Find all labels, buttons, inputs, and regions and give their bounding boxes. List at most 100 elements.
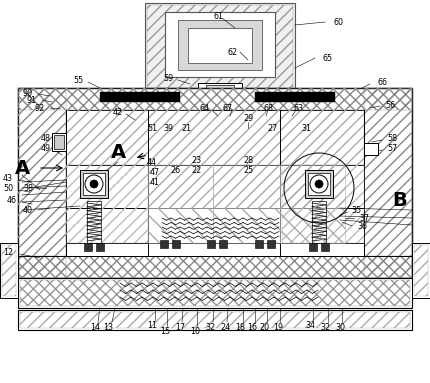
Bar xyxy=(188,28,252,63)
Bar xyxy=(83,173,105,195)
Text: 56: 56 xyxy=(385,100,395,110)
Text: 48: 48 xyxy=(41,134,51,142)
Text: 35: 35 xyxy=(351,206,361,214)
Bar xyxy=(255,240,263,248)
Bar xyxy=(282,165,364,243)
Bar xyxy=(414,245,428,296)
Text: 55: 55 xyxy=(73,75,83,85)
Bar xyxy=(18,88,412,110)
Bar xyxy=(80,170,108,198)
Text: 51: 51 xyxy=(147,123,157,133)
Text: 19: 19 xyxy=(273,324,283,332)
Text: 67: 67 xyxy=(223,103,233,113)
Bar xyxy=(364,143,378,155)
Text: 16: 16 xyxy=(247,324,257,332)
Bar xyxy=(52,133,66,151)
Bar xyxy=(280,208,345,243)
Text: 90: 90 xyxy=(23,88,33,98)
Text: 62: 62 xyxy=(228,47,238,57)
Text: 44: 44 xyxy=(147,157,157,167)
Text: 31: 31 xyxy=(301,123,311,133)
Text: 61: 61 xyxy=(213,11,223,21)
Text: 34: 34 xyxy=(305,321,315,331)
Bar xyxy=(18,88,412,278)
Text: 29: 29 xyxy=(243,113,253,123)
Bar xyxy=(255,92,335,102)
Text: 66: 66 xyxy=(377,77,387,87)
Bar xyxy=(66,165,148,243)
Text: 60: 60 xyxy=(333,18,343,26)
Bar xyxy=(412,243,430,298)
Text: 14: 14 xyxy=(90,324,100,332)
Bar xyxy=(18,256,412,278)
Circle shape xyxy=(310,175,328,193)
Text: 12: 12 xyxy=(3,247,13,257)
Bar xyxy=(145,3,295,90)
Text: 46: 46 xyxy=(7,195,17,205)
Bar xyxy=(267,240,275,248)
Circle shape xyxy=(85,175,103,193)
Text: 32: 32 xyxy=(320,324,330,332)
Text: 64: 64 xyxy=(199,103,209,113)
Bar xyxy=(87,201,101,243)
Bar xyxy=(172,240,180,248)
Bar xyxy=(96,243,104,251)
Text: 36: 36 xyxy=(357,221,367,231)
Text: 41: 41 xyxy=(150,177,160,187)
Text: A: A xyxy=(111,142,126,162)
Text: 47: 47 xyxy=(150,167,160,177)
Text: 22: 22 xyxy=(191,165,201,175)
Circle shape xyxy=(315,180,323,188)
Bar xyxy=(219,240,227,248)
Bar xyxy=(66,110,364,165)
Bar xyxy=(18,88,66,278)
Text: B: B xyxy=(393,190,407,210)
Bar xyxy=(0,243,18,298)
Text: 59: 59 xyxy=(163,74,173,82)
Text: 17: 17 xyxy=(175,324,185,332)
Bar xyxy=(309,243,317,251)
Bar xyxy=(54,135,64,149)
Bar xyxy=(20,312,410,328)
Bar xyxy=(20,280,410,306)
Bar xyxy=(165,12,275,77)
Text: 25: 25 xyxy=(243,165,253,175)
Text: 49: 49 xyxy=(41,144,51,152)
Bar xyxy=(198,83,242,98)
Bar xyxy=(18,278,412,308)
Text: 23: 23 xyxy=(191,155,201,165)
Text: A: A xyxy=(15,159,30,177)
Bar xyxy=(2,245,16,296)
Bar xyxy=(206,85,234,97)
Text: 32: 32 xyxy=(205,324,215,332)
Bar xyxy=(207,240,215,248)
Text: 30: 30 xyxy=(335,324,345,332)
Text: 26: 26 xyxy=(170,165,180,175)
Bar xyxy=(147,5,293,88)
Text: 91: 91 xyxy=(27,95,37,105)
Text: 92: 92 xyxy=(35,103,45,113)
Bar xyxy=(213,165,280,208)
Text: 37: 37 xyxy=(359,213,369,223)
Bar xyxy=(312,201,326,243)
Text: 38: 38 xyxy=(23,183,33,193)
Bar xyxy=(148,165,213,208)
Text: 39: 39 xyxy=(163,123,173,133)
Text: 11: 11 xyxy=(147,321,157,331)
Bar xyxy=(364,88,412,278)
Text: 42: 42 xyxy=(113,108,123,116)
Text: 13: 13 xyxy=(103,324,113,332)
Bar xyxy=(305,170,333,198)
Text: 63: 63 xyxy=(293,103,303,113)
Text: 57: 57 xyxy=(387,144,397,152)
Text: 68: 68 xyxy=(263,103,273,113)
Text: 58: 58 xyxy=(387,134,397,142)
Bar xyxy=(148,208,213,243)
Text: 28: 28 xyxy=(243,155,253,165)
Text: 40: 40 xyxy=(23,206,33,214)
Text: 20: 20 xyxy=(259,324,269,332)
Text: 65: 65 xyxy=(323,54,333,62)
Text: 27: 27 xyxy=(267,123,277,133)
Text: 50: 50 xyxy=(3,183,13,193)
Bar xyxy=(321,243,329,251)
